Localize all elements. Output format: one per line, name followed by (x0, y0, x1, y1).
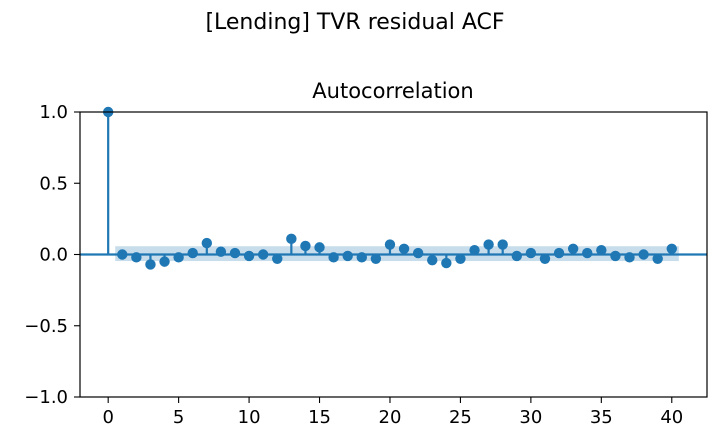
y-axis-ticks: −1.0 −0.5 0.0 0.5 1.0 (24, 102, 80, 408)
acf-point-lag-8 (215, 246, 227, 257)
x-tick-label: 30 (519, 407, 542, 428)
x-axis-ticks: 0 5 10 15 20 25 30 35 40 (102, 397, 683, 428)
x-tick-label: 40 (660, 407, 683, 428)
y-tick-label: 0.0 (39, 245, 68, 266)
figure-suptitle: [Lending] TVR residual ACF (205, 10, 505, 35)
acf-point-lag-28 (497, 239, 508, 250)
acf-point-lag-30 (525, 247, 537, 259)
y-tick-label: −0.5 (24, 316, 68, 337)
acf-point-lag-5 (173, 252, 184, 263)
y-tick-label: −1.0 (24, 387, 68, 408)
acf-point-lag-25 (455, 253, 466, 264)
x-tick-label: 35 (590, 407, 613, 428)
acf-point-lag-9 (229, 247, 241, 259)
acf-point-lag-40 (666, 243, 677, 254)
acf-point-lag-39 (652, 253, 663, 264)
acf-point-lag-12 (272, 253, 283, 264)
acf-point-lag-34 (582, 247, 593, 259)
acf-point-lag-14 (300, 240, 311, 252)
acf-point-lag-3 (145, 259, 156, 270)
acf-point-lag-37 (624, 252, 635, 263)
acf-point-lag-4 (159, 256, 170, 267)
acf-point-lag-36 (610, 250, 621, 262)
acf-point-lag-23 (427, 255, 438, 266)
acf-point-lag-29 (511, 250, 522, 262)
acf-point-lag-33 (567, 243, 579, 254)
acf-point-lag-22 (412, 247, 424, 259)
acf-point-lag-20 (384, 239, 396, 250)
acf-point-lag-10 (243, 250, 255, 262)
acf-point-lag-26 (469, 245, 480, 256)
chart-title: Autocorrelation (312, 79, 473, 103)
acf-point-lag-17 (342, 250, 353, 262)
x-tick-label: 5 (173, 407, 184, 428)
acf-point-lag-19 (370, 253, 382, 264)
acf-point-lag-35 (596, 245, 607, 256)
acf-point-lag-13 (286, 233, 297, 245)
marker-layer (102, 106, 677, 270)
acf-point-lag-31 (539, 253, 551, 264)
acf-point-lag-11 (257, 249, 269, 260)
acf-point-lag-27 (483, 239, 494, 250)
acf-point-lag-1 (117, 249, 128, 260)
x-tick-label: 10 (238, 407, 261, 428)
x-tick-label: 15 (308, 407, 331, 428)
acf-point-lag-6 (187, 247, 198, 259)
y-tick-label: 0.5 (39, 173, 68, 194)
acf-point-lag-16 (328, 252, 339, 263)
x-tick-label: 20 (379, 407, 402, 428)
acf-point-lag-38 (638, 249, 649, 260)
acf-point-lag-18 (356, 252, 367, 263)
acf-point-lag-2 (131, 252, 142, 263)
acf-point-lag-32 (553, 247, 565, 259)
acf-point-lag-21 (398, 243, 410, 254)
acf-point-lag-24 (441, 257, 452, 269)
x-tick-label: 25 (449, 407, 472, 428)
y-tick-label: 1.0 (39, 102, 68, 123)
acf-point-lag-15 (314, 242, 325, 253)
acf-point-lag-7 (201, 237, 213, 249)
x-tick-label: 0 (102, 407, 113, 428)
